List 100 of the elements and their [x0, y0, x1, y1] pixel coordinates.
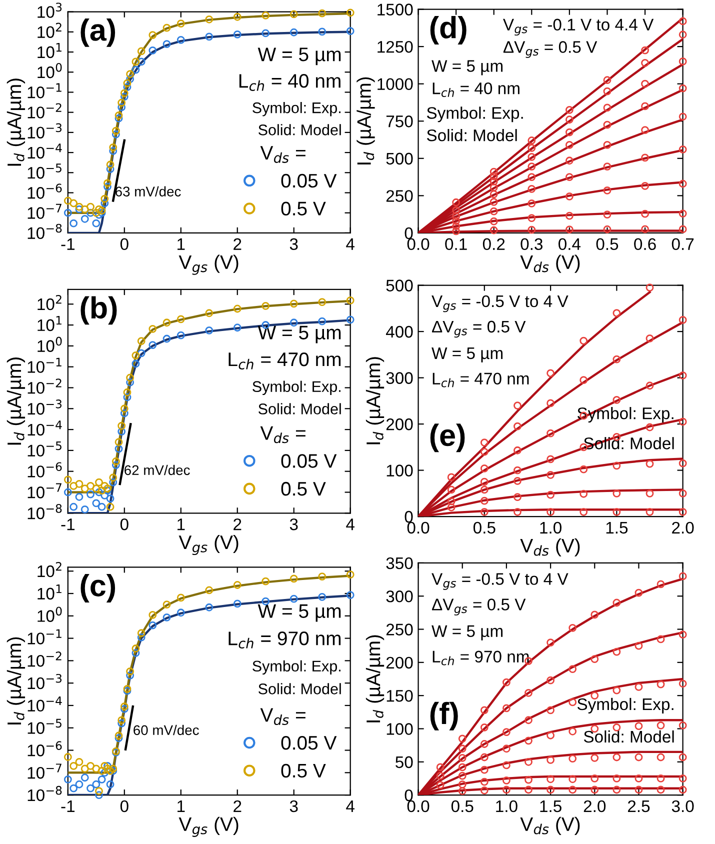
y-tick-label: 10$^{−1}$	[28, 83, 62, 98]
y-tick-label: 10$^{1}$	[38, 316, 62, 332]
annotation: ΔV$_{gs}$ = 0.5 V	[432, 320, 526, 338]
annotation: (a)	[80, 18, 116, 47]
x-axis-title: V$_{gs}$ (V)	[178, 534, 238, 556]
y-tick-label: 10$^{2}$	[38, 22, 62, 38]
x-tick-label: 4	[346, 800, 354, 812]
y-tick-label: 10$^{2}$	[38, 562, 62, 578]
y-tick-label: 10$^{−6}$	[28, 462, 62, 478]
y-tick-label: 10$^{1}$	[38, 584, 62, 600]
annotation: Symbol: Exp.	[252, 102, 340, 116]
x-tick-label: 0.4	[558, 238, 581, 250]
annotation: L$_{ch}$ = 40 nm	[239, 74, 340, 91]
y-axis-title: I$_{d}$ (µA/µm)	[6, 78, 26, 166]
y-tick-label: 300	[386, 590, 413, 602]
y-tick-label: 10$^{2}$	[38, 294, 62, 310]
x-tick-label: 0.5	[451, 800, 474, 812]
y-tick-label: 10$^{−2}$	[28, 652, 62, 667]
x-axis-title: V$_{gs}$ (V)	[178, 816, 238, 837]
x-tick-label: 2.0	[672, 522, 694, 534]
annotation: Symbol: Exp.	[577, 698, 674, 714]
y-tick-label: 750	[386, 116, 413, 128]
x-tick-label: 2	[234, 518, 242, 530]
x-tick-label: 3	[290, 518, 298, 530]
x-tick-label: 0	[120, 800, 128, 812]
x-tick-label: 4	[346, 518, 354, 530]
x-axis-title: V$_{ds}$ (V)	[520, 254, 580, 273]
legend-label: 0.5 V	[281, 482, 326, 496]
annotation: Solid: Model	[258, 683, 341, 694]
annotation: (b)	[80, 296, 117, 325]
x-tick-label: 0.6	[634, 238, 656, 250]
x-axis-title: V$_{ds}$ (V)	[520, 538, 580, 556]
y-tick-label: 10$^{−7}$	[28, 764, 62, 779]
y-tick-label: 10$^{−5}$	[28, 441, 62, 457]
annotation: Solid: Model	[426, 129, 517, 142]
annotation: W = 5 µm	[258, 326, 341, 344]
legend-title: V$_{ds}$ =	[260, 708, 306, 726]
y-tick-label: 10$^{−7}$	[28, 204, 62, 219]
annotation: L$_{ch}$ = 40 nm	[432, 82, 520, 97]
annotation: (e)	[430, 424, 465, 452]
y-tick-label: 100	[386, 723, 413, 735]
y-tick-label: 0	[404, 789, 413, 802]
annotation: W = 5 µm	[432, 625, 503, 640]
annotation: Solid: Model	[584, 730, 674, 743]
y-tick-label: 10$^{−7}$	[28, 483, 62, 498]
y-tick-label: 500	[386, 152, 413, 165]
x-tick-label: 2	[234, 800, 242, 812]
annotation: L$_{ch}$ = 470 nm	[228, 352, 341, 370]
y-axis-title: I$_{d}$ (µA/µm)	[356, 77, 375, 164]
y-tick-label: 150	[386, 690, 413, 702]
x-tick-label: 0	[120, 238, 128, 250]
annotation: ΔV$_{gs}$ = 0.5 V	[432, 598, 526, 616]
annotation: Symbol: Exp.	[252, 380, 340, 396]
legend-label: 0.5 V	[281, 764, 326, 778]
x-tick-label: 0.3	[520, 238, 543, 250]
y-tick-label: 10$^{−6}$	[28, 741, 62, 756]
x-tick-label: 4	[346, 238, 354, 250]
x-tick-label: 0	[120, 518, 128, 530]
annotation: Symbol: Exp.	[426, 106, 523, 122]
y-tick-label: 0	[404, 227, 413, 240]
y-tick-label: 500	[386, 280, 413, 292]
x-tick-label: 1.0	[540, 522, 562, 534]
y-tick-label: 200	[386, 418, 413, 430]
legend-label: 0.05 V	[281, 454, 337, 468]
x-tick-label: 0.1	[445, 238, 467, 250]
annotation: W = 5 µm	[432, 347, 503, 362]
x-tick-label: 0.0	[407, 238, 430, 250]
x-tick-label: 2	[234, 238, 242, 250]
y-tick-label: 10$^{0}$	[38, 336, 62, 352]
y-tick-label: 250	[386, 190, 413, 202]
y-axis-title: I$_{d}$ (µA/µm)	[6, 637, 26, 724]
y-tick-label: 100	[386, 464, 413, 476]
x-tick-label: 2.5	[628, 800, 650, 812]
annotation: V$_{gs}$ = -0.5 V to 4 V	[432, 573, 568, 590]
annotation: Symbol: Exp.	[252, 660, 340, 675]
x-tick-label: 2.0	[584, 800, 606, 812]
x-tick-label: 0.2	[482, 238, 505, 250]
annotation: 62 mV/dec	[124, 464, 190, 476]
legend-title: V$_{ds}$ =	[260, 146, 306, 163]
annotation: Solid: Model	[258, 124, 341, 136]
legend-label: 0.5 V	[281, 202, 326, 216]
annotation: L$_{ch}$ = 970 nm	[432, 650, 529, 666]
y-tick-label: 10$^{−6}$	[28, 184, 62, 199]
y-tick-label: 350	[386, 557, 413, 570]
y-tick-label: 10$^{−4}$	[28, 420, 62, 436]
x-tick-label: 1	[178, 800, 185, 812]
y-tick-label: 10$^{−8}$	[28, 504, 62, 520]
annotation: (d)	[430, 16, 466, 44]
legend-label: 0.05 V	[281, 174, 337, 188]
y-tick-label: 50	[396, 756, 413, 768]
y-tick-label: 10$^{0}$	[38, 606, 62, 622]
annotation: W = 5 µm	[432, 60, 503, 76]
annotation: W = 5 µm	[258, 604, 341, 622]
legend-label: 0.05 V	[281, 736, 337, 750]
y-tick-label: 1500	[378, 4, 413, 16]
y-tick-label: 10$^{−1}$	[28, 629, 62, 644]
annotation: L$_{ch}$ = 470 nm	[432, 372, 529, 388]
annotation: V$_{gs}$ = -0.1 V to 4.4 V	[503, 18, 654, 36]
y-tick-label: 1250	[378, 40, 413, 53]
x-tick-label: 1.0	[496, 800, 518, 812]
